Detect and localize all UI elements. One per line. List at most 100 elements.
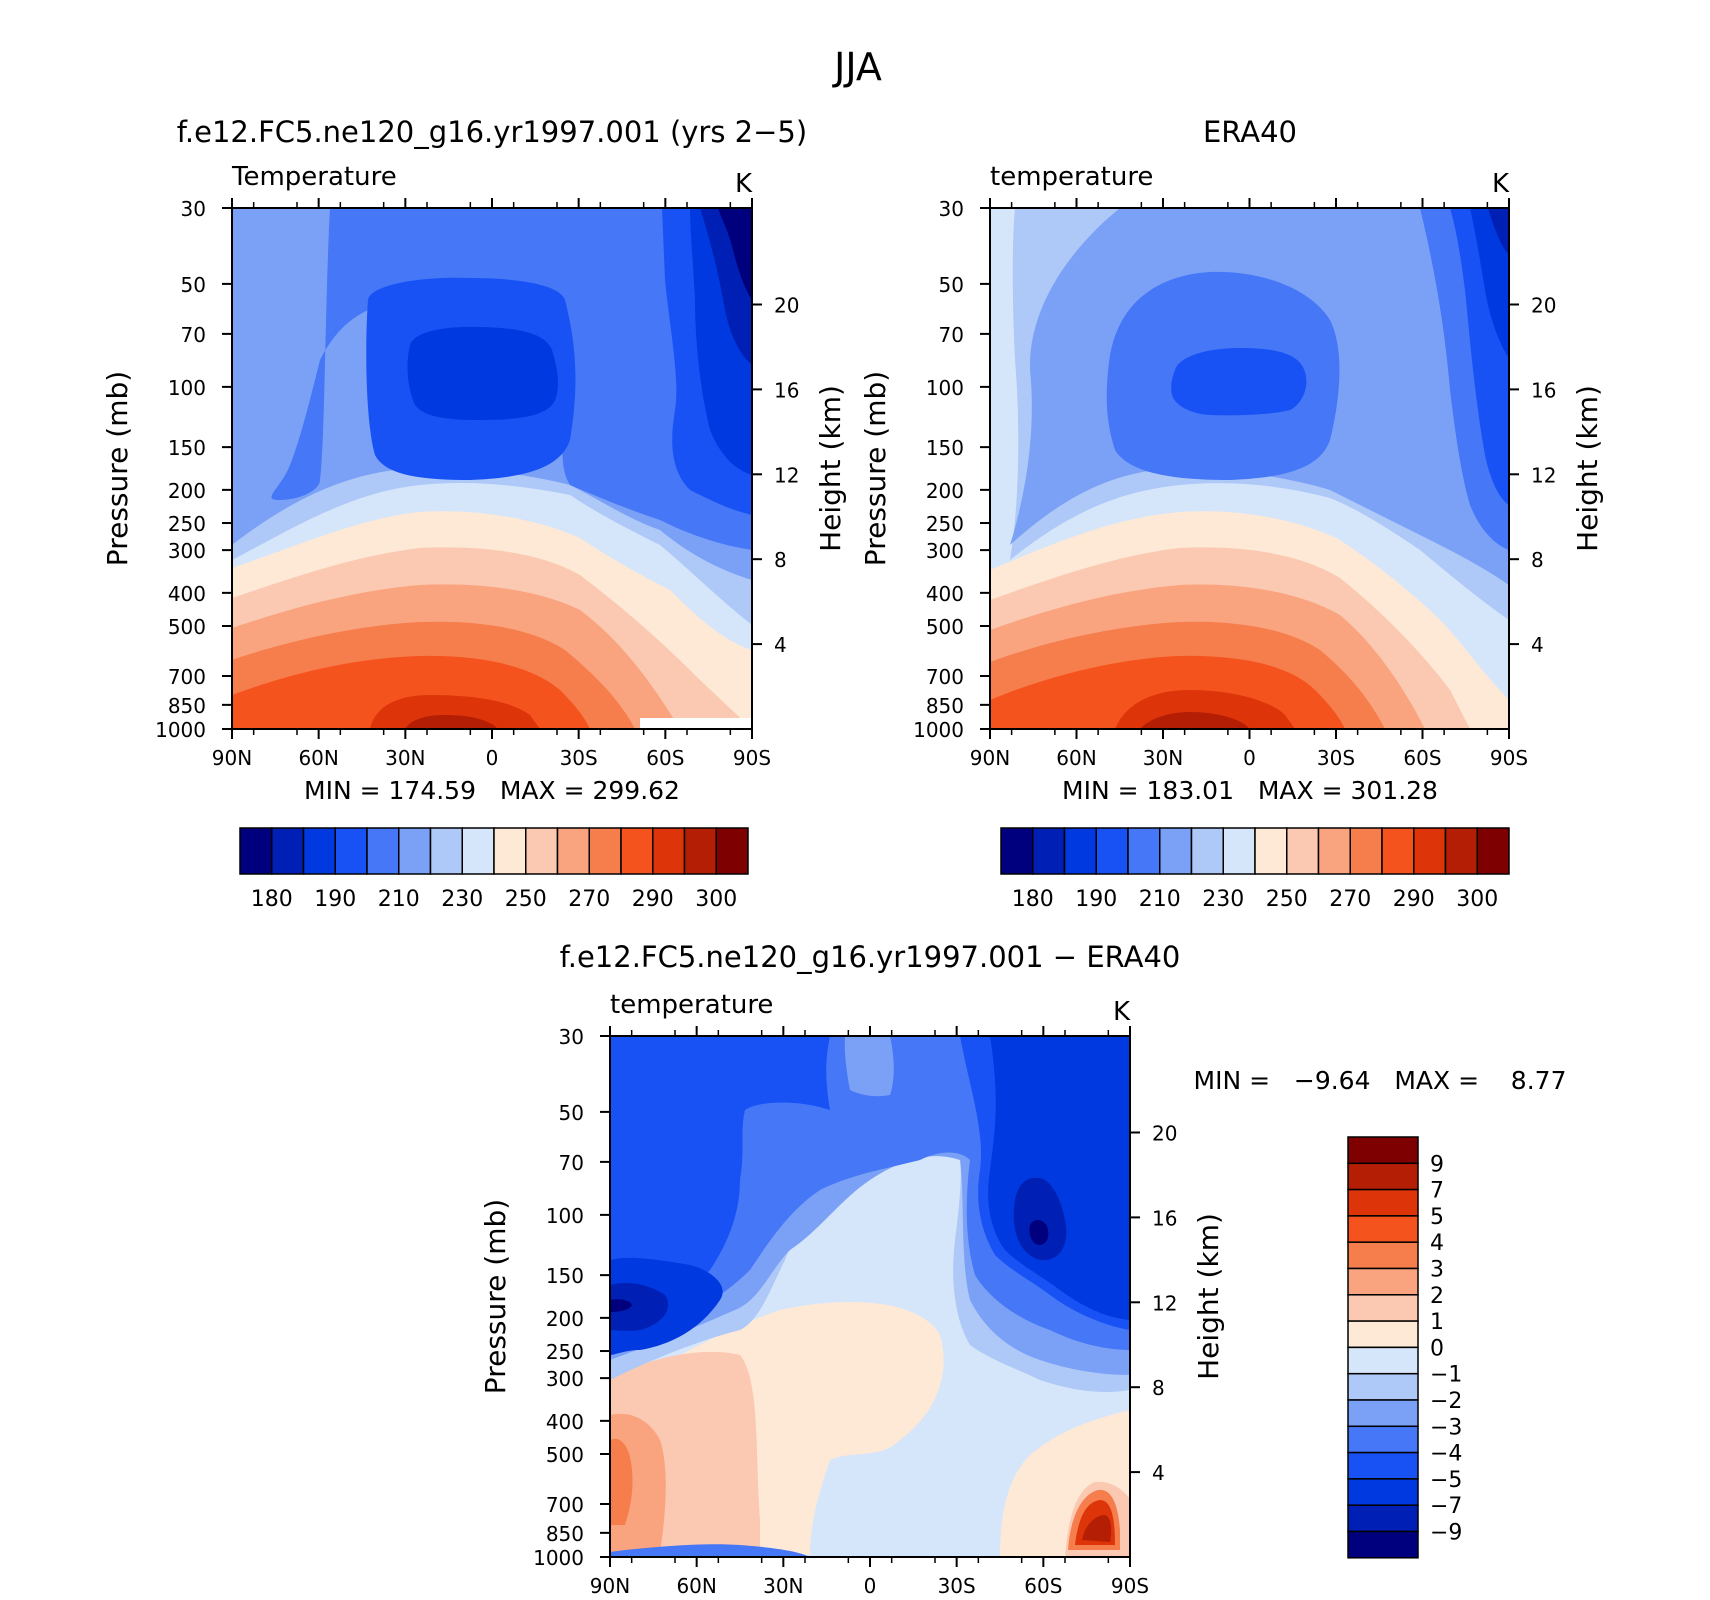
panel-era40-xtick-label: 60S: [1403, 746, 1441, 770]
panel-era40-title: ERA40: [1203, 115, 1297, 149]
panel-era40-ytick-label: 30: [939, 197, 964, 221]
band-neg9-east: [1029, 1219, 1049, 1245]
colorbar-label: 300: [695, 887, 737, 912]
panel-model-field: Temperature: [231, 162, 397, 192]
panel-diff-fill: [610, 1036, 1130, 1557]
band-200: [407, 326, 558, 420]
panel-diff-rtick-label: 16: [1152, 1206, 1177, 1230]
panel-model-fill: [232, 208, 752, 729]
panel-model-ytick-label: 850: [168, 694, 206, 718]
colorbar-swatch: [1347, 1294, 1419, 1322]
band-east-7to9: [1082, 1515, 1112, 1542]
panel-era40-rtick-label: 20: [1531, 293, 1556, 317]
panel-model-stats: MIN = 174.59 MAX = 299.62: [304, 776, 680, 805]
band-surface-neg: [610, 1544, 810, 1557]
band-neg7to9-east: [1013, 1177, 1067, 1261]
panel-model-rtick-label: 12: [774, 463, 799, 487]
colorbar-swatch: [429, 827, 463, 875]
colorbar-swatch: [239, 827, 273, 875]
panel-diff-ytick-label: 150: [546, 1264, 584, 1288]
panel-diff-ytick-label: 1000: [533, 1546, 584, 1570]
colorbar-label: 7: [1430, 1179, 1444, 1204]
panel-era40-xtick-label: 30S: [1317, 746, 1355, 770]
panel-diff-ytick-label: 200: [546, 1307, 584, 1331]
panel-diff-xtick-label: 30S: [938, 1574, 976, 1598]
colorbar-label: 250: [1266, 887, 1308, 912]
colorbar-label: −5: [1430, 1468, 1462, 1493]
panel-era40-fill: [990, 208, 1509, 729]
colorbar-swatch: [1347, 1504, 1419, 1533]
colorbar-label: 190: [1075, 887, 1117, 912]
panel-diff-rtick-label: 8: [1152, 1376, 1165, 1400]
panel-model-ytick-label: 30: [181, 197, 206, 221]
colorbar-swatch: [683, 827, 717, 875]
panel-era40-units: K: [1492, 169, 1510, 199]
panel-model-xtick-label: 60N: [298, 746, 338, 770]
panel-model-ylabel: Pressure (mb): [101, 371, 134, 566]
colorbar-label: 210: [1139, 887, 1181, 912]
panel-era40-ylabel-right: Height (km): [1571, 385, 1604, 552]
colorbar-swatch: [1347, 1372, 1419, 1401]
colorbar-swatch: [1381, 827, 1415, 875]
colorbar-swatch: [1347, 1320, 1419, 1349]
panel-diff-ytick-label: 250: [546, 1340, 584, 1364]
panel-diff-rtick-label: 4: [1152, 1461, 1165, 1485]
colorbar-swatch: [334, 827, 368, 875]
colorbar-swatch: [1317, 827, 1351, 875]
colorbar-swatch: [1349, 827, 1383, 875]
panel-model-title: f.e12.FC5.ne120_g16.yr1997.001 (yrs 2−5): [177, 115, 807, 149]
colorbar-label: 290: [1393, 887, 1435, 912]
panel-diff-stats: MIN = −9.64 MAX = 8.77: [1194, 1066, 1567, 1095]
colorbar-swatch: [1347, 1215, 1419, 1243]
colorbar-swatch: [715, 827, 749, 875]
panel-model-units: K: [735, 169, 753, 199]
panel-era40-xtick-label: 90N: [970, 746, 1010, 770]
colorbar-swatch: [1190, 827, 1224, 875]
colorbar-swatch: [1347, 1530, 1419, 1559]
panel-model-xtick-label: 60S: [646, 746, 684, 770]
colorbar-swatch: [493, 827, 527, 875]
panel-model-ytick-label: 700: [168, 665, 206, 689]
colorbar-swatch: [1347, 1136, 1419, 1165]
panel-model-ytick-label: 500: [168, 615, 206, 639]
colorbar-label: −4: [1430, 1442, 1462, 1467]
colorbar-swatch: [302, 827, 336, 875]
colorbar-label: 230: [441, 887, 483, 912]
panel-diff-ytick-label: 100: [546, 1204, 584, 1228]
colorbar-swatch: [271, 827, 305, 875]
panel-era40-ytick-label: 100: [926, 376, 964, 400]
panel-era40-xtick-label: 60N: [1056, 746, 1096, 770]
panel-era40-field: temperature: [990, 162, 1153, 192]
missing-data-patch: [640, 718, 752, 729]
colorbar-label: −2: [1430, 1389, 1462, 1414]
panel-era40-ylabel: Pressure (mb): [859, 371, 892, 566]
colorbar-swatch: [1347, 1451, 1419, 1480]
colorbar-swatch: [1444, 827, 1478, 875]
panel-era40-rtick-label: 8: [1531, 548, 1544, 572]
panel-model-rtick-label: 20: [774, 293, 799, 317]
colorbar-swatch: [1347, 1267, 1419, 1296]
colorbar-label: 5: [1430, 1205, 1444, 1230]
colorbar-swatch: [398, 827, 432, 875]
panel-diff: f.e12.FC5.ne120_g16.yr1997.001 − ERA40 t…: [479, 940, 1566, 1598]
panel-diff-xtick-label: 60N: [676, 1574, 716, 1598]
colorbar-label: 1: [1430, 1310, 1444, 1335]
colorbar-label: 3: [1430, 1258, 1444, 1283]
band-neg4to5: [610, 1036, 900, 1335]
colorbar-label: 230: [1202, 887, 1244, 912]
panel-diff-ytick-label: 70: [559, 1151, 584, 1175]
colorbar-model: 180 190 210 230 250 270 290 300: [239, 827, 749, 912]
panel-model-xtick-label: 30N: [385, 746, 425, 770]
band-right-180: [718, 208, 752, 300]
colorbar-label: 290: [632, 887, 674, 912]
panel-diff-title: f.e12.FC5.ne120_g16.yr1997.001 − ERA40: [560, 940, 1181, 974]
colorbar-swatch: [1127, 827, 1161, 875]
band-285: [370, 695, 540, 729]
panel-diff-ylabel: Pressure (mb): [479, 1199, 512, 1394]
figure-title: JJA: [832, 45, 882, 89]
colorbar-swatch: [1159, 827, 1193, 875]
